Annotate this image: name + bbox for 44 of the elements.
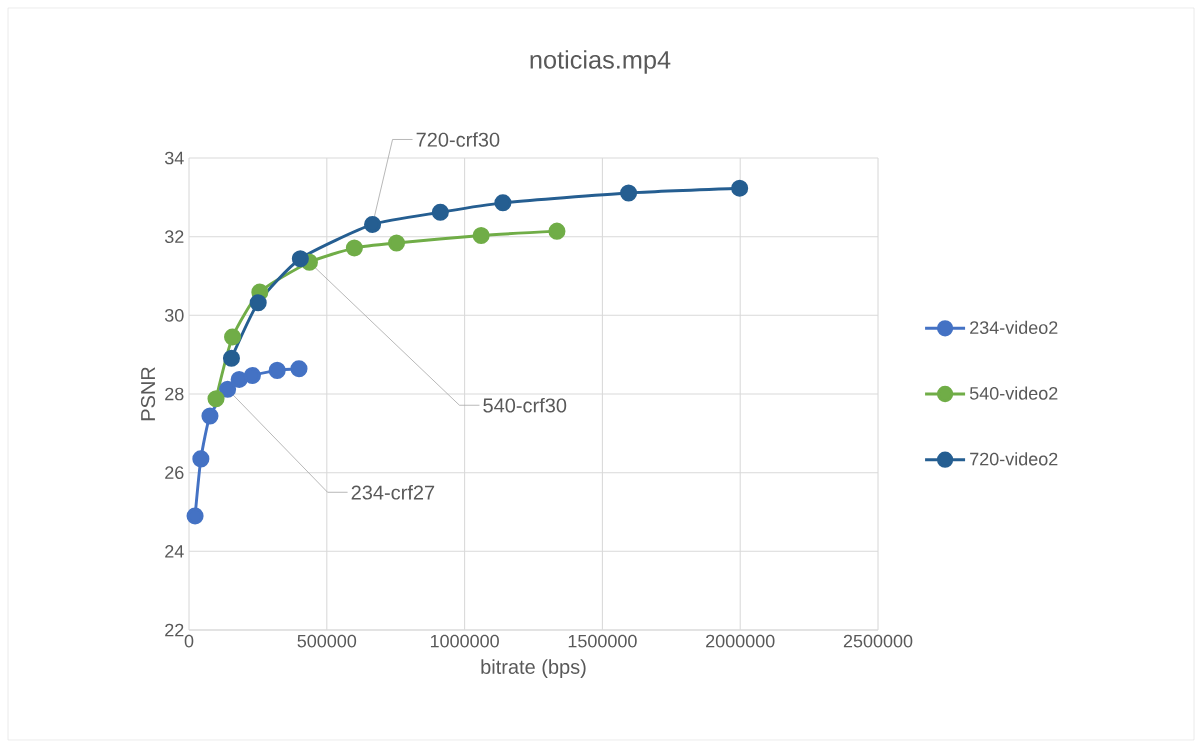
legend-label: 720-video2: [970, 452, 1058, 466]
point: [219, 380, 237, 398]
legend-label: 234-video2: [970, 320, 1058, 334]
point: [222, 349, 240, 367]
y-tick-label: 30: [164, 308, 184, 322]
y-tick-label: 34: [164, 151, 184, 165]
annotation: 540-crf30: [483, 397, 567, 413]
point: [431, 203, 449, 221]
annotation: 234-crf27: [351, 484, 435, 500]
y-tick-label: 22: [165, 623, 184, 637]
y-tick-label: 28: [165, 387, 184, 401]
y-tick-label: 24: [165, 545, 184, 558]
y-axis-title: PSNR: [140, 367, 156, 421]
point: [230, 370, 248, 388]
point: [268, 361, 286, 379]
point: [201, 407, 219, 425]
legend-label: 540-video2: [969, 386, 1058, 400]
x-tick-label: 2000000: [706, 634, 775, 648]
x-axis-title: bitrate (bps): [481, 659, 586, 678]
point: [345, 239, 363, 257]
y-tick-label: 26: [165, 466, 184, 480]
point: [186, 507, 204, 525]
x-tick-label: 1000000: [430, 634, 499, 648]
x-tick-label: 500000: [297, 634, 357, 648]
point: [243, 366, 261, 385]
x-tick-label: 2500000: [843, 634, 913, 648]
point: [731, 179, 749, 197]
point: [388, 234, 406, 252]
point: [364, 215, 382, 234]
annotation: 720-crf30: [416, 132, 500, 147]
point: [290, 360, 308, 378]
point: [472, 226, 490, 245]
x-tick-label: 0: [184, 634, 194, 648]
x-tick-label: 1500000: [568, 634, 637, 648]
point: [224, 328, 242, 346]
point: [249, 294, 267, 312]
point: [548, 222, 566, 240]
y-tick-label: 32: [164, 230, 184, 244]
point: [192, 450, 210, 468]
point: [291, 250, 309, 268]
point: [620, 184, 638, 202]
point: [207, 390, 225, 408]
point: [494, 194, 512, 212]
chart-title: noticias.mp4: [530, 50, 671, 74]
